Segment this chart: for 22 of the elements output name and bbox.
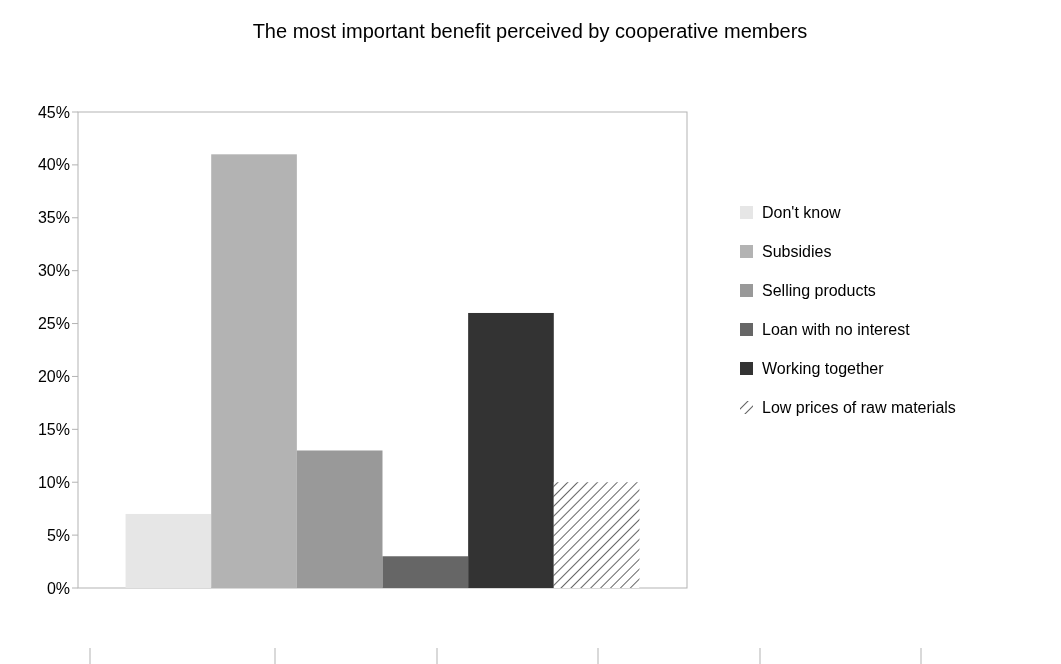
y-tick-label: 35%	[37, 209, 70, 227]
legend-label: Low prices of raw materials	[762, 398, 956, 416]
bar	[468, 312, 554, 588]
y-tick-label: 25%	[37, 315, 70, 333]
legend-label: Selling products	[762, 281, 876, 299]
bar	[296, 450, 383, 588]
y-tick-label: 45%	[37, 103, 70, 121]
y-tick-label: 10%	[37, 473, 70, 491]
legend-label: Don't know	[762, 203, 842, 221]
y-tick-label: 40%	[37, 156, 70, 174]
y-tick-label: 30%	[37, 262, 70, 280]
y-tick-label: 5%	[46, 526, 70, 544]
bar	[382, 556, 469, 588]
bar	[553, 482, 640, 588]
y-tick-label: 20%	[37, 368, 70, 386]
legend-label: Loan with no interest	[762, 320, 911, 338]
chart-title: The most important benefit perceived by cooperative members	[252, 20, 808, 42]
y-tick-label: 0%	[46, 579, 70, 597]
legend-label: Subsidies	[762, 242, 832, 260]
bar	[125, 513, 212, 588]
legend-label: Working together	[762, 359, 885, 377]
y-tick-label: 15%	[37, 420, 70, 438]
